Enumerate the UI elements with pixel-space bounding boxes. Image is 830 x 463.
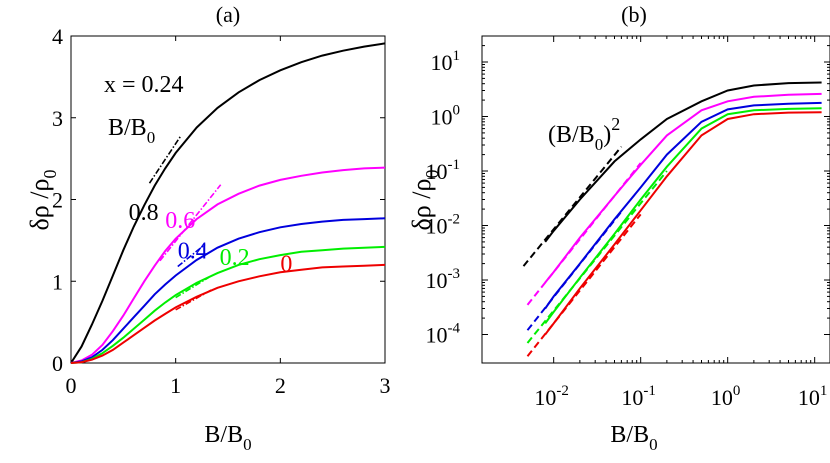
a-x-tick-label: 0 (66, 373, 77, 398)
a-fit-line-0.4 (177, 243, 206, 268)
b-y-tick-label: 10-2 (426, 212, 461, 239)
b-x-tick-label: 10-2 (534, 383, 569, 410)
b-x-tick-label: 101 (798, 383, 828, 410)
panel-b-guides (522, 145, 668, 357)
b-series-line-0.4 (544, 101, 822, 310)
panel-b-y-tick-labels: 10-4 10-3 10-2 10-1 100 101 (426, 48, 461, 348)
a-series-label-0.2: 0.2 (220, 245, 250, 271)
panel-b-axes (481, 35, 830, 364)
panel-b: (b) 10-2 10-1 100 101 10-410-310-210-110010… (407, 2, 830, 454)
b-x-tick-label: 10-1 (621, 383, 656, 410)
a-series-label-0.6: 0.6 (165, 208, 195, 234)
panel-a-y-tick-labels: 0 1 2 3 4 (52, 24, 63, 376)
panel-b-ticks (482, 36, 830, 363)
a-series-line-0.2 (70, 245, 386, 364)
b-y-tick-label: 10-1 (426, 157, 461, 184)
a-x-tick-label: 2 (275, 373, 286, 398)
b-series-line-0.6 (544, 92, 822, 284)
panel-a-title: (a) (216, 2, 240, 27)
b-y-tick-label: 10-3 (426, 266, 461, 293)
a-y-tick-label: 3 (52, 106, 63, 131)
a-y-tick-label: 4 (52, 24, 63, 49)
panel-a-series-labels: 0.8 0.6 0.4 0.2 0 (129, 200, 293, 278)
b-series-line-0.2 (544, 107, 822, 324)
panel-b-title: (b) (621, 2, 647, 27)
annotation-x-value: x = 0.24 (104, 72, 184, 98)
a-fit-line-0.2 (175, 276, 210, 299)
a-series-line-0 (70, 263, 386, 364)
a-series-line-0.6 (70, 166, 386, 364)
panel-b-curves (544, 81, 822, 336)
b-series-line-0 (544, 111, 822, 336)
panel-a-xlabel: B/B0 (204, 422, 251, 454)
a-series-line-0.4 (70, 217, 386, 364)
b-fit-line-0 (526, 213, 642, 357)
annotation-b-ratio: B/B0 (108, 115, 155, 147)
panel-a-curves (70, 42, 386, 364)
a-series-label-0.8: 0.8 (129, 200, 159, 226)
a-x-tick-label: 3 (380, 373, 391, 398)
panel-a-x-tick-labels: 0 1 2 3 (66, 373, 391, 398)
a-series-label-0: 0 (280, 251, 292, 277)
a-y-tick-label: 1 (52, 269, 63, 294)
b-series-line-0.8 (544, 81, 822, 243)
b-y-tick-label: 101 (431, 48, 461, 75)
annotation-b-squared: (B/B0)2 (548, 114, 620, 154)
b-fit-line-0.8 (522, 145, 623, 267)
panel-b-xlabel: B/B0 (610, 422, 657, 454)
a-y-tick-label: 0 (52, 351, 63, 376)
b-y-tick-label: 10-4 (426, 321, 461, 348)
b-x-tick-label: 100 (711, 383, 741, 410)
a-fit-line-0.6 (159, 184, 222, 262)
panel-b-x-tick-labels: 10-2 10-1 100 101 (534, 383, 827, 410)
a-series-label-0.4: 0.4 (178, 238, 208, 264)
a-x-tick-label: 1 (170, 373, 181, 398)
a-y-tick-label: 2 (52, 188, 63, 213)
b-y-tick-label: 100 (431, 103, 461, 130)
a-series-line-0.8 (70, 42, 386, 364)
a-fit-line-0.8 (148, 135, 182, 184)
